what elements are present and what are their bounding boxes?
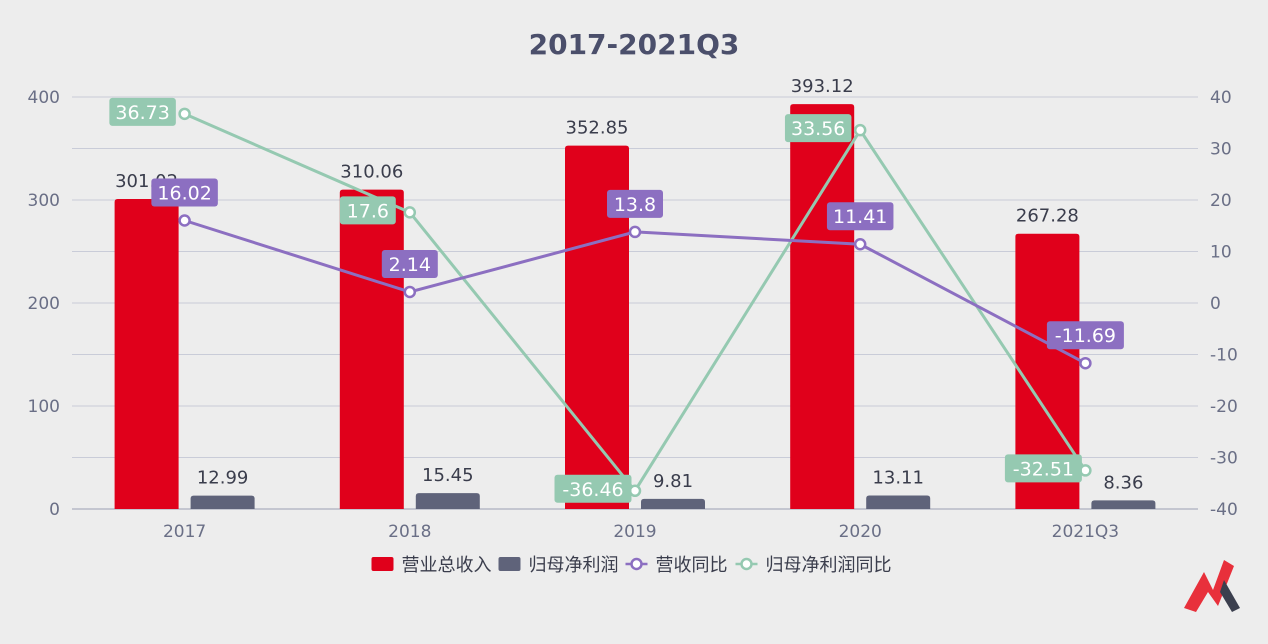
right-tick-label: 30 (1210, 140, 1232, 160)
bar-series (114, 104, 1156, 510)
bar-value-label: 9.81 (653, 471, 693, 492)
bar-value-label: 15.45 (422, 465, 474, 486)
line-label-box (784, 114, 852, 143)
brand-logo (1184, 560, 1240, 612)
line-label-box (151, 178, 218, 207)
line-point (628, 225, 642, 239)
bar (339, 189, 404, 510)
right-axis: -40 -30 -20 -10 0 10 20 30 40 (1210, 88, 1238, 520)
line-value-label: 13.8 (614, 194, 656, 216)
left-axis: 0 100 200 300 400 (28, 88, 60, 520)
bar (114, 198, 179, 509)
bar (1015, 233, 1080, 509)
line-value-label: 2.14 (389, 254, 431, 276)
right-tick-label: 20 (1210, 191, 1232, 211)
line-value-label: 17.6 (347, 200, 389, 222)
bar (1091, 500, 1156, 509)
bar (190, 495, 255, 509)
line-label-box (826, 202, 894, 231)
left-tick-label: 0 (49, 500, 60, 520)
line-point (853, 237, 867, 251)
bar (641, 498, 705, 509)
bar-value-label: 393.12 (791, 76, 854, 97)
legend-item: 营收同比 (625, 555, 728, 576)
line-label-box (1046, 321, 1124, 350)
line-series (178, 107, 1092, 498)
right-tick-label: 0 (1210, 294, 1221, 314)
right-tick-label: 10 (1210, 243, 1232, 263)
logo-red-stroke (1184, 560, 1234, 612)
line-label-box (381, 249, 438, 278)
x-tick-label: 2021Q3 (1052, 522, 1119, 542)
bar-value-label: 352.85 (566, 118, 629, 139)
line-value-label: 11.41 (833, 206, 887, 228)
right-tick-label: -40 (1210, 500, 1238, 520)
chart-title: 2017-2021Q3 (529, 28, 740, 61)
legend-item: 营业总收入 (371, 555, 492, 576)
bar-value-label: 310.06 (340, 162, 403, 183)
line-value-label: -36.46 (562, 479, 623, 501)
legend-item: 归母净利润 (498, 555, 619, 576)
bar (866, 495, 931, 509)
bar (790, 104, 855, 510)
line-point (853, 123, 867, 137)
legend-label: 归母净利润同比 (766, 555, 892, 576)
x-tick-label: 2018 (388, 522, 431, 542)
right-tick-label: 40 (1210, 88, 1232, 108)
legend-label: 营业总收入 (402, 555, 492, 576)
legend-marker (740, 557, 753, 571)
line-label-box (554, 474, 632, 503)
bar-value-label: 13.11 (872, 467, 924, 488)
bar (415, 493, 480, 509)
legend: 营业总收入 归母净利润 营收同比 归母净利润同比 (371, 555, 892, 576)
line-value-label: 36.73 (115, 102, 169, 124)
left-tick-label: 300 (28, 191, 60, 211)
legend-label: 归母净利润 (529, 555, 619, 576)
legend-label: 营收同比 (656, 555, 728, 576)
line-label-box (607, 189, 663, 218)
left-tick-label: 200 (28, 294, 60, 314)
x-tick-label: 2017 (163, 522, 206, 542)
line-point (178, 214, 191, 227)
bar-value-label: 12.99 (197, 468, 249, 489)
bar-value-label: 267.28 (1016, 206, 1079, 227)
right-tick-label: -20 (1210, 397, 1238, 417)
legend-item: 归母净利润同比 (735, 555, 892, 576)
line-label-box (109, 97, 176, 126)
line-point (178, 107, 191, 121)
line-point (403, 285, 417, 299)
legend-marker (630, 557, 643, 571)
line-data-labels: 16.02 2.14 13.8 11.41 -11.69 36.73 17.6 -36.46 3… (109, 97, 1124, 503)
line-label-box (1004, 454, 1082, 483)
logo-dark-stroke (1220, 580, 1240, 612)
line-value-label: -32.51 (1013, 458, 1074, 480)
x-axis: 2017 2018 2019 2020 2021Q3 (163, 522, 1119, 542)
legend-swatch (498, 557, 521, 571)
x-tick-label: 2020 (839, 522, 882, 542)
line-point (403, 206, 417, 219)
line-point (1079, 356, 1092, 370)
left-tick-label: 400 (28, 88, 60, 108)
line-value-label: 16.02 (157, 182, 211, 204)
left-tick-label: 100 (28, 397, 60, 417)
right-tick-label: -30 (1210, 449, 1238, 469)
x-tick-label: 2019 (613, 522, 656, 542)
grid-lines (72, 96, 1198, 510)
bar-value-label: 8.36 (1103, 472, 1143, 493)
line-value-label: 33.56 (791, 118, 845, 140)
series-line (184, 219, 1087, 365)
right-tick-label: -10 (1210, 346, 1238, 366)
line-value-label: -11.69 (1055, 325, 1116, 347)
legend-swatch (371, 557, 394, 571)
series-line (183, 112, 1087, 494)
line-label-box (339, 196, 396, 225)
